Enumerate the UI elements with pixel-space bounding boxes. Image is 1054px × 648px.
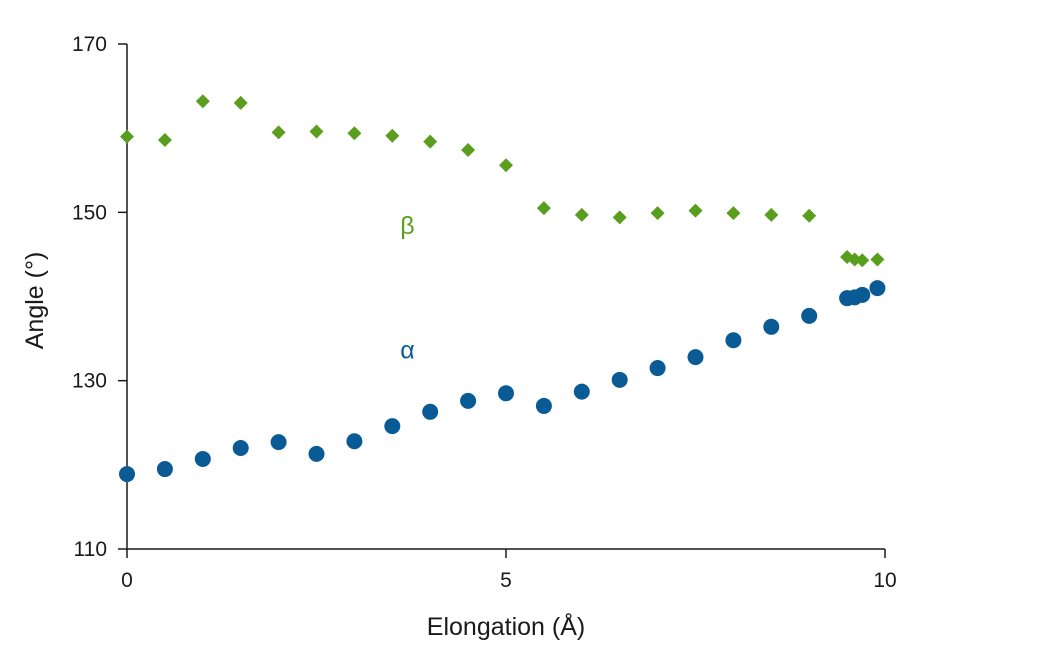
x-tick-label: 0: [121, 569, 133, 592]
data-point-circle: [460, 392, 477, 409]
data-marks: [119, 94, 886, 483]
data-point-circle: [763, 318, 780, 335]
data-point-diamond: [195, 94, 210, 109]
data-point-diamond: [120, 129, 134, 144]
data-point-diamond: [574, 207, 589, 222]
y-ticks: 110 130 150 170: [72, 33, 127, 561]
data-point-diamond: [385, 128, 400, 143]
data-point-circle: [649, 360, 666, 377]
y-tick-label: 110: [74, 538, 107, 561]
data-point-circle: [801, 307, 818, 324]
y-axis-title: Angle (°): [21, 252, 49, 350]
x-tick-label: 5: [500, 569, 512, 592]
x-axis-title: Elongation (Å): [427, 611, 585, 641]
beta-series-label: β: [400, 212, 414, 240]
data-point-circle: [308, 445, 325, 462]
data-point-circle: [232, 440, 249, 456]
data-point-circle: [535, 397, 552, 414]
data-point-circle: [725, 332, 742, 349]
data-point-diamond: [157, 132, 172, 147]
data-point-circle: [346, 433, 363, 450]
data-point-diamond: [309, 124, 324, 139]
data-point-circle: [384, 418, 401, 435]
data-point-diamond: [650, 206, 665, 221]
data-point-diamond: [347, 126, 362, 141]
data-point-diamond: [855, 253, 870, 268]
series-labels: βα: [400, 212, 414, 365]
data-point-diamond: [271, 125, 286, 140]
data-point-circle: [854, 286, 871, 303]
data-point-circle: [156, 461, 173, 478]
data-point-circle: [869, 280, 886, 297]
data-point-circle: [270, 434, 287, 451]
data-point-circle: [498, 385, 514, 402]
data-point-diamond: [764, 207, 779, 222]
alpha-series-label: α: [400, 337, 414, 365]
data-point-diamond: [802, 208, 817, 223]
series-beta: [120, 94, 885, 268]
data-point-diamond: [499, 158, 513, 173]
axes: 110 130 150 170 0 5 10: [72, 33, 897, 592]
data-point-circle: [422, 403, 439, 420]
x-tick-label: 10: [873, 569, 896, 592]
data-point-diamond: [688, 203, 703, 218]
data-point-diamond: [461, 143, 476, 158]
x-ticks: 0 5 10: [121, 549, 897, 592]
data-point-diamond: [612, 210, 627, 225]
data-point-diamond: [233, 95, 248, 110]
data-point-circle: [573, 383, 590, 400]
data-point-circle: [119, 466, 135, 483]
data-point-diamond: [726, 206, 741, 221]
data-point-diamond: [536, 201, 551, 216]
y-tick-label: 130: [72, 370, 107, 393]
data-point-diamond: [423, 134, 438, 149]
data-point-circle: [687, 349, 704, 366]
data-point-circle: [194, 450, 211, 467]
series-alpha: [119, 280, 886, 483]
data-point-circle: [611, 371, 628, 388]
data-point-diamond: [870, 252, 885, 267]
y-tick-label: 150: [72, 201, 107, 224]
y-tick-label: 170: [72, 33, 107, 56]
